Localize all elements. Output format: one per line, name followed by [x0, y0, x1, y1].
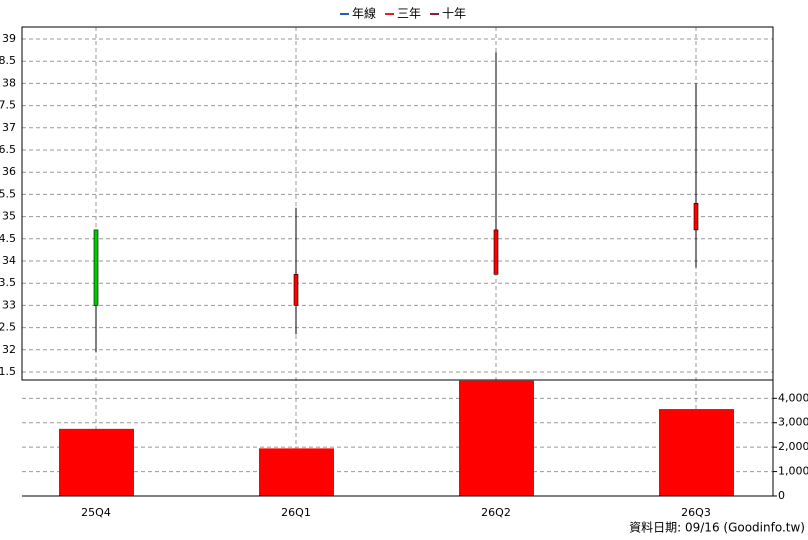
y2-tick-label: 4,000: [778, 391, 808, 404]
volume-bar: [59, 428, 134, 496]
y2-tick-label: 3,000: [778, 416, 808, 429]
legend-label: 年線: [352, 6, 376, 21]
legend-label: 三年: [397, 7, 421, 21]
y-tick-label: 36: [2, 165, 16, 178]
y-tick-label: 39: [2, 32, 16, 45]
volume-bar: [259, 448, 334, 496]
y-tick-label: 5.5: [0, 187, 16, 200]
volume-bar: [659, 409, 734, 496]
y-tick-label: 35: [2, 210, 16, 223]
legend-label: 十年: [442, 7, 466, 21]
y-tick-label: 2.5: [0, 321, 16, 334]
volume-bar: [459, 380, 534, 496]
candle-body: [693, 202, 699, 231]
y2-tick-label: 0: [778, 489, 785, 502]
x-tick-label: 26Q3: [681, 506, 711, 519]
x-tick-label: 26Q2: [481, 506, 511, 519]
y-tick-label: 8.5: [0, 54, 16, 67]
y-tick-label: 37.5: [0, 99, 16, 112]
y-tick-label: 33: [2, 298, 16, 311]
y-tick-label: 32: [2, 343, 16, 356]
y2-tick-label: 1,000: [778, 465, 808, 478]
y-tick-label: 38: [2, 76, 16, 89]
candle-body: [493, 229, 499, 275]
y-tick-label: 34: [2, 254, 16, 267]
footnote: 資料日期: 09/16 (Goodinfo.tw): [629, 521, 805, 535]
y-tick-label: 4.5: [0, 232, 16, 245]
x-tick-label: 26Q1: [281, 506, 311, 519]
y-tick-label: 37: [2, 121, 16, 134]
x-tick-label: 25Q4: [81, 506, 111, 519]
y-tick-label: 1.5: [0, 365, 16, 378]
y-tick-label: 6.5: [0, 143, 16, 156]
price-frame: [21, 26, 774, 381]
candle-body: [293, 274, 299, 306]
y-tick-label: 3.5: [0, 276, 16, 289]
y2-tick-label: 2,000: [778, 440, 808, 453]
candle-body: [93, 229, 99, 306]
